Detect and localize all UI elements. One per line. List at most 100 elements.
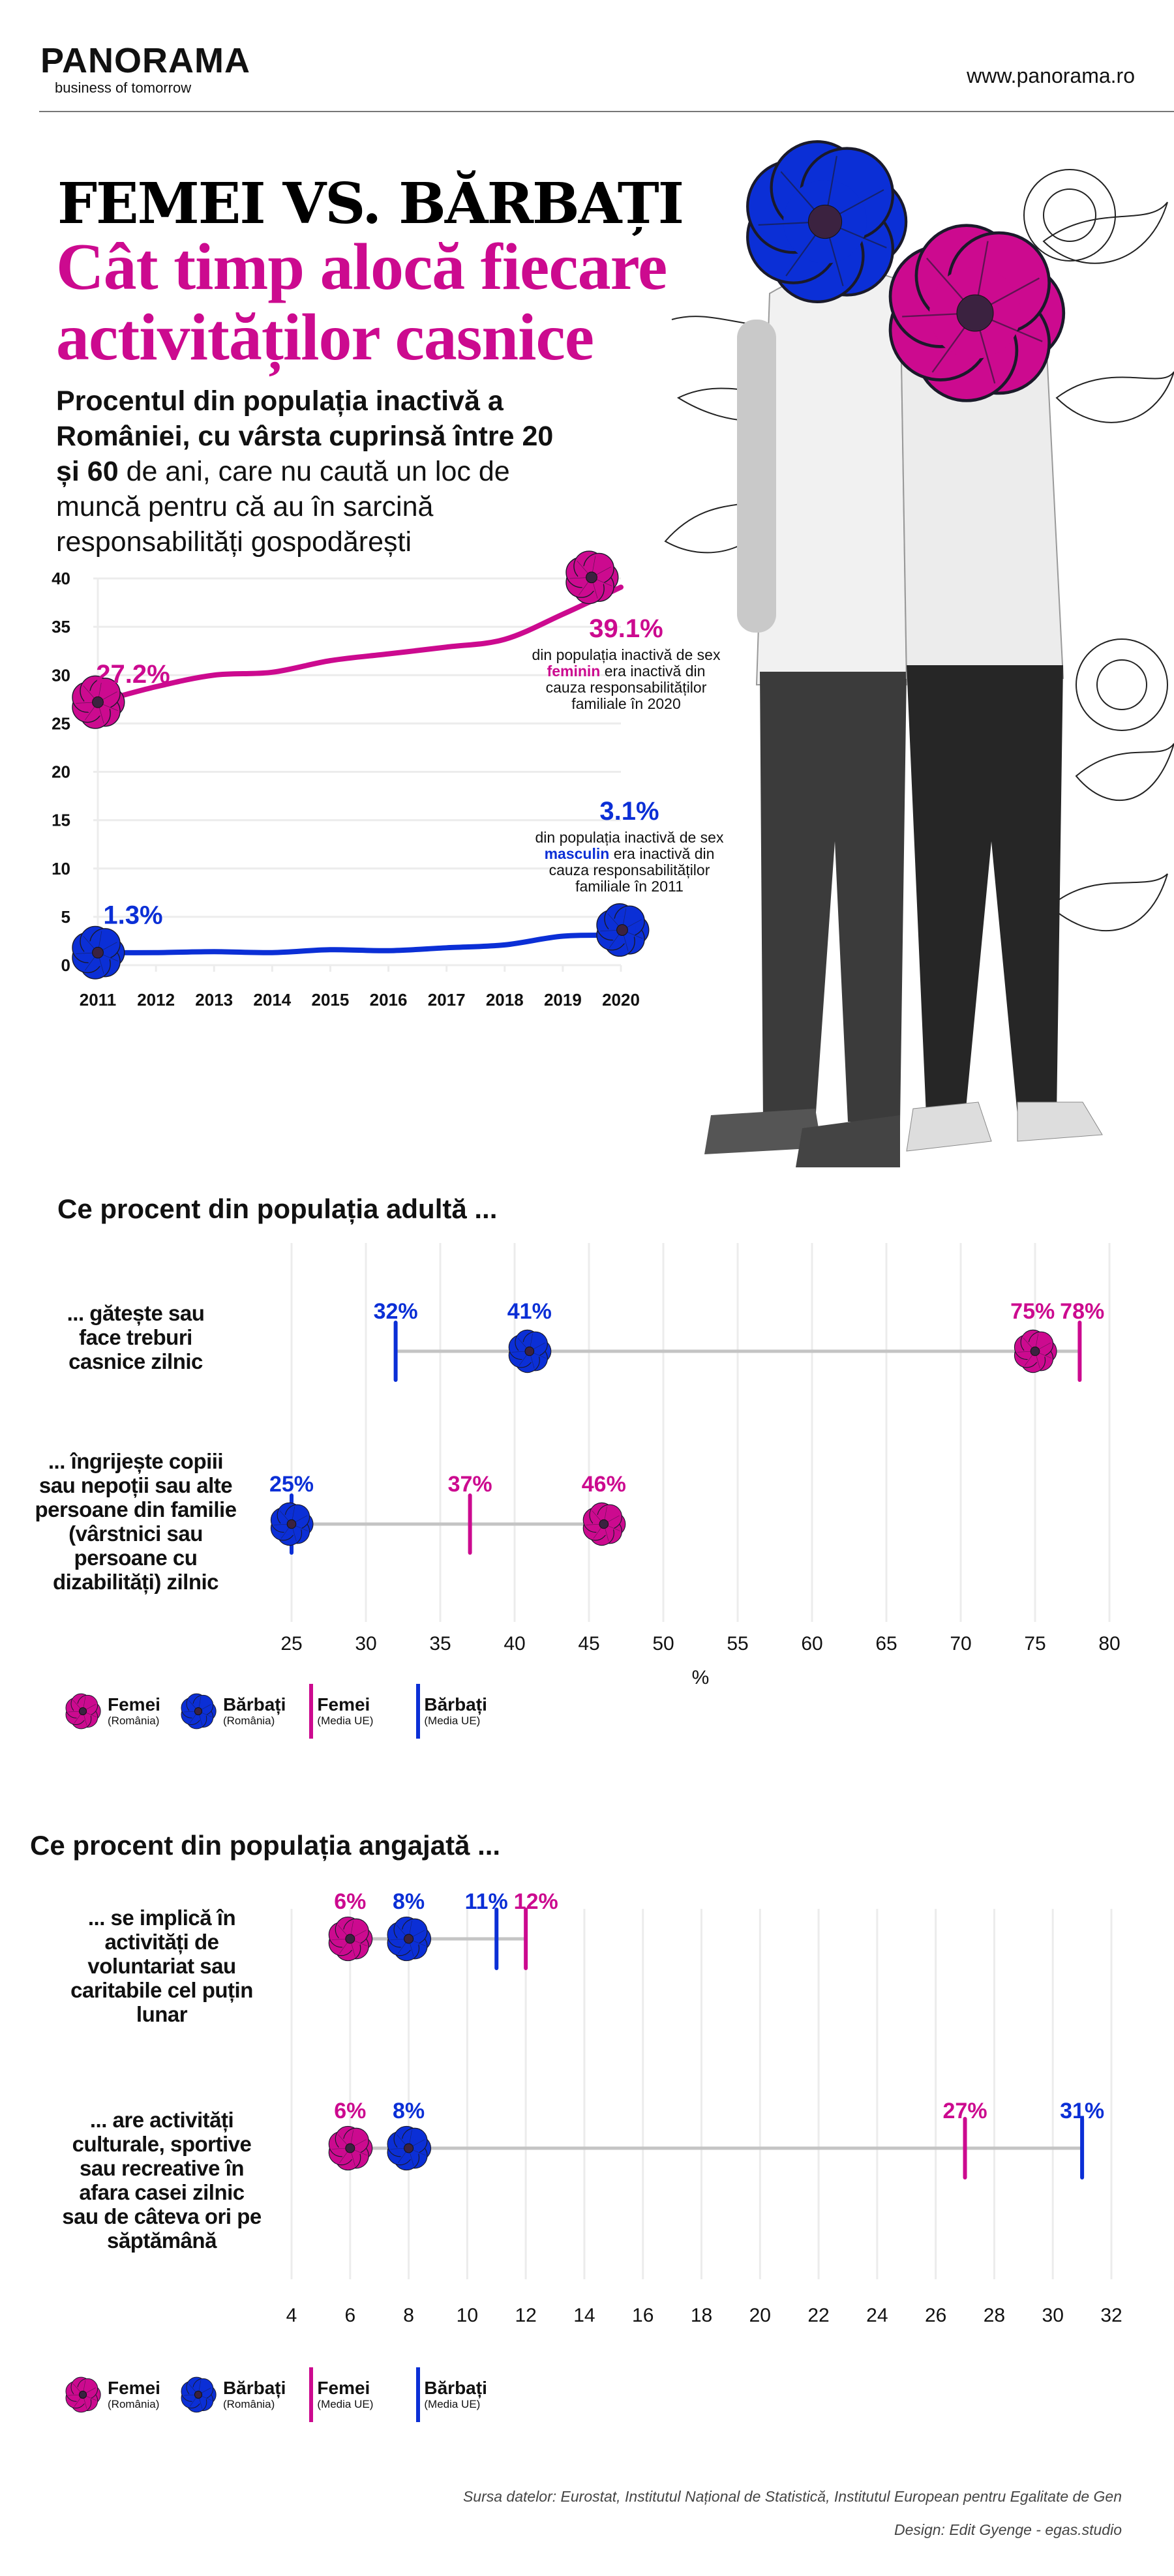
row-label-line: lunar	[136, 2002, 188, 2026]
romania-flower-icon-women_ro	[582, 1502, 626, 1546]
section-title-adult: Ce procent din populația adultă ...	[57, 1193, 498, 1224]
x-tick-label: 18	[691, 2305, 712, 2326]
value-label-women_ro: 46%	[582, 1472, 626, 1497]
page-subtitle-line2: activităților casnice	[56, 301, 594, 374]
row-label-line: ... îngrijește copiii	[48, 1449, 224, 1473]
end-point-flower-icon	[596, 903, 650, 957]
value-label-men_ro: 8%	[393, 1889, 425, 1914]
legend-bar-icon	[309, 2367, 314, 2422]
x-tick-label: 28	[984, 2305, 1005, 2326]
intro-line-bold: și 60	[56, 456, 119, 487]
annotation-text: din populația inactivă de sex	[532, 646, 721, 663]
panorama-logo[interactable]: PANORAMA	[40, 41, 250, 80]
romania-flower-icon-women_ro	[328, 2125, 373, 2171]
row-label-line: ... are activități	[89, 2108, 234, 2132]
row-label: ... se implică în activități de voluntar…	[51, 1906, 273, 2026]
start-point-flower-icon	[72, 675, 125, 729]
annotation-male-value: 3.1%	[599, 797, 659, 826]
y-tick-label: 10	[52, 859, 70, 878]
page-subtitle-line1: Cât timp alocă fiecare	[56, 230, 667, 304]
row-label-line: săptămână	[107, 2228, 217, 2253]
flower-icon	[181, 2376, 217, 2413]
romania-flower-icon-men_ro	[270, 1502, 314, 1546]
start-point-flower-icon	[72, 925, 125, 980]
row-label: ... gătește sau face treburi casnice zil…	[25, 1301, 247, 1373]
x-tick-label: 8	[403, 2305, 414, 2326]
legend-sublabel: (Media UE)	[424, 2398, 481, 2410]
intro-line: de ani, care nu caută un loc de	[118, 456, 510, 487]
x-axis-label: %	[692, 1667, 710, 1688]
row-label-line: afara casei zilnic	[79, 2180, 245, 2204]
legend-flower-icon	[181, 2376, 217, 2413]
x-tick-label: 2017	[428, 990, 466, 1010]
legend-label: Femei	[108, 1694, 160, 1715]
annotation-text: era inactivă din cauza responsabilitățil…	[545, 663, 707, 712]
value-label-men_ro: 8%	[393, 2099, 425, 2123]
x-tick-label: 2016	[370, 990, 408, 1010]
row-label-line: voluntariat sau	[87, 1954, 236, 1978]
x-tick-label: 70	[950, 1633, 971, 1655]
legend-item-men_ro: Bărbați (România)	[177, 2367, 286, 2422]
x-tick-label: 50	[652, 1633, 674, 1655]
y-tick-label: 40	[52, 569, 70, 588]
man-figure	[704, 269, 908, 1167]
series-line-men	[95, 932, 624, 955]
legend-flower-icon	[181, 1693, 217, 1730]
x-tick-label: 30	[1042, 2305, 1064, 2326]
x-tick-label: 2018	[486, 990, 524, 1010]
value-label-women_ro: 75%	[1010, 1299, 1055, 1324]
x-tick-label: 20	[749, 2305, 771, 2326]
x-tick-label: 32	[1100, 2305, 1122, 2326]
x-tick-label: 26	[925, 2305, 946, 2326]
x-tick-label: 40	[504, 1633, 525, 1655]
x-tick-label: 25	[280, 1633, 302, 1655]
flower-icon	[181, 1693, 217, 1730]
x-tick-label: 60	[801, 1633, 822, 1655]
row-label-line: dizabilități) zilnic	[52, 1570, 219, 1594]
magenta-flower-icon	[888, 224, 1066, 402]
x-tick-label: 55	[727, 1633, 748, 1655]
annotation-highlight: masculin	[544, 845, 610, 862]
legend-label: Femei	[317, 1694, 370, 1715]
x-tick-label: 35	[429, 1633, 451, 1655]
row-label-line: ... gătește sau	[67, 1301, 205, 1325]
x-tick-label: 45	[578, 1633, 599, 1655]
legend-sublabel: (România)	[108, 1715, 160, 1727]
row-label-line: caritabile cel puțin	[70, 1978, 253, 2002]
x-tick-label: 2012	[137, 990, 175, 1010]
intro-line: României, cu vârsta cuprinsă între 20	[56, 421, 554, 452]
row-label-line: culturale, sportive	[72, 2132, 252, 2156]
source-note: Sursa datelor: Eurostat, Institutul Nați…	[462, 2488, 1122, 2505]
website-link[interactable]: www.panorama.ro	[967, 64, 1135, 87]
row-label-line: sau recreative în	[80, 2156, 245, 2180]
x-tick-label: 22	[807, 2305, 829, 2326]
value-label-men_eu: 11%	[465, 1889, 508, 1914]
y-tick-label: 0	[61, 955, 70, 975]
value-label-women_ro: 6%	[334, 2099, 366, 2123]
legend-label: Bărbați	[222, 1694, 286, 1715]
start-value-label: 1.3%	[103, 901, 162, 930]
legend-sublabel: (România)	[222, 2398, 275, 2410]
x-tick-label: 12	[515, 2305, 536, 2326]
annotation-female: 39.1% din populația inactivă de sex femi…	[532, 613, 721, 712]
row-label-line: persoane din familie	[35, 1497, 237, 1521]
line-chart: 0 5 10 15 20 25 30 35 40 2011 2012 2013 2014 2015 2016…	[52, 550, 650, 1010]
blue-flower-icon	[746, 140, 908, 303]
annotation-female-value: 39.1%	[589, 614, 663, 643]
legend-bar-icon	[416, 2367, 421, 2422]
annotation-highlight: feminin	[547, 663, 601, 680]
annotation-male: 3.1% din populația inactivă de sex mascu…	[535, 796, 724, 895]
y-tick-label: 35	[52, 617, 70, 637]
legend: Femei (România) Bărbați (România) Femei (Medi…	[62, 1684, 487, 1739]
row-label-line: sau nepoții sau alte	[38, 1473, 233, 1497]
romania-flower-icon-women_ro	[328, 1916, 373, 1962]
x-tick-label: 2020	[602, 990, 640, 1010]
design-credit[interactable]: Design: Edit Gyenge - egas.studio	[894, 2521, 1122, 2538]
x-tick-label: 2019	[544, 990, 582, 1010]
value-label-men_ro: 41%	[507, 1299, 552, 1324]
x-tick-label: 6	[344, 2305, 355, 2326]
romania-flower-icon-men_ro	[387, 2125, 432, 2171]
legend-item-women_eu: Femei (Media UE)	[309, 2367, 373, 2422]
x-tick-label: 24	[866, 2305, 888, 2326]
